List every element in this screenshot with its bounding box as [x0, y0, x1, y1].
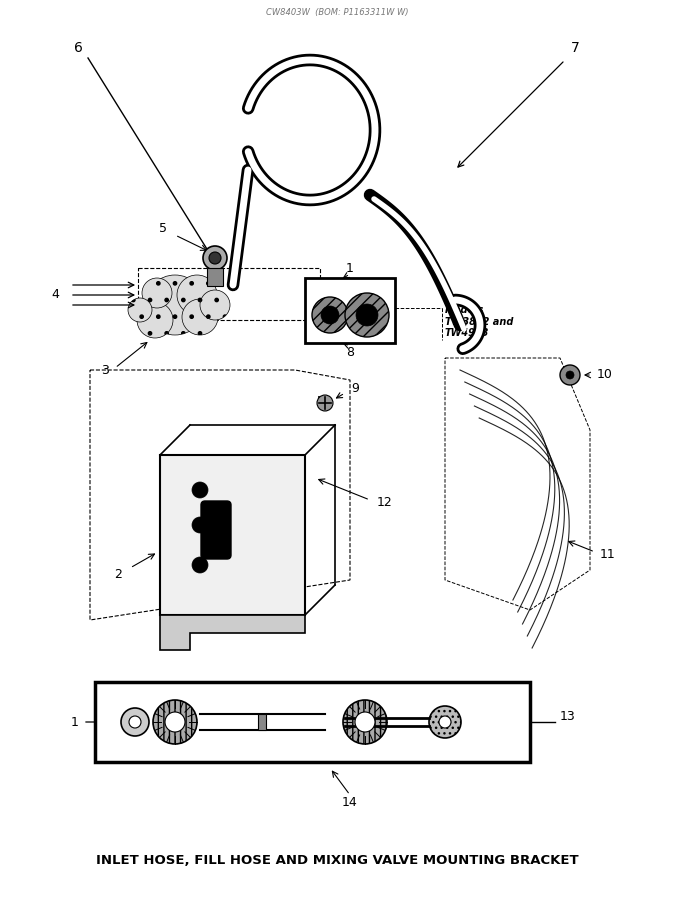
Circle shape: [121, 708, 149, 736]
Bar: [95, 682, 530, 762]
Text: 11: 11: [600, 548, 616, 562]
Circle shape: [145, 275, 205, 335]
Circle shape: [343, 700, 387, 744]
Circle shape: [345, 293, 389, 337]
Bar: [160, 455, 305, 615]
Circle shape: [177, 275, 217, 315]
Circle shape: [153, 700, 197, 744]
Circle shape: [203, 246, 227, 270]
Circle shape: [566, 371, 574, 379]
Circle shape: [128, 298, 152, 322]
Circle shape: [439, 716, 451, 728]
Circle shape: [192, 557, 208, 573]
Text: 10: 10: [597, 368, 613, 382]
Circle shape: [129, 716, 141, 728]
Text: 14: 14: [342, 796, 358, 808]
Text: 12: 12: [377, 497, 393, 509]
Text: 13: 13: [560, 710, 576, 724]
Bar: [258, 714, 266, 730]
Circle shape: [165, 712, 185, 732]
Text: 1: 1: [346, 262, 354, 274]
Bar: [207, 268, 223, 286]
Circle shape: [321, 306, 339, 324]
Circle shape: [429, 706, 461, 738]
Text: 7: 7: [570, 41, 579, 55]
Circle shape: [355, 712, 375, 732]
Circle shape: [560, 365, 580, 385]
Text: 9: 9: [351, 382, 359, 394]
Circle shape: [209, 252, 221, 264]
Circle shape: [137, 302, 173, 338]
Text: 5: 5: [159, 221, 167, 235]
Text: 8: 8: [346, 346, 354, 358]
Bar: [305, 278, 395, 343]
Circle shape: [200, 290, 230, 320]
Circle shape: [356, 304, 378, 326]
Text: INLET HOSE, FILL HOSE AND MIXING VALVE MOUNTING BRACKET: INLET HOSE, FILL HOSE AND MIXING VALVE M…: [96, 853, 578, 867]
Circle shape: [312, 297, 348, 333]
Text: 3: 3: [101, 364, 109, 376]
Polygon shape: [160, 615, 305, 650]
Circle shape: [142, 278, 172, 308]
Text: 1: 1: [71, 716, 79, 728]
Circle shape: [192, 482, 208, 498]
Circle shape: [182, 299, 218, 335]
Circle shape: [317, 395, 333, 411]
FancyArrowPatch shape: [319, 397, 326, 404]
Text: 6: 6: [74, 41, 82, 55]
Text: 2: 2: [114, 569, 122, 581]
Circle shape: [192, 517, 208, 533]
Text: CW8403W  (BOM: P1163311W W): CW8403W (BOM: P1163311W W): [266, 8, 408, 17]
Text: 4: 4: [51, 289, 59, 302]
Text: Models
TW3822 and
TW4903: Models TW3822 and TW4903: [445, 305, 514, 338]
FancyBboxPatch shape: [201, 501, 231, 559]
